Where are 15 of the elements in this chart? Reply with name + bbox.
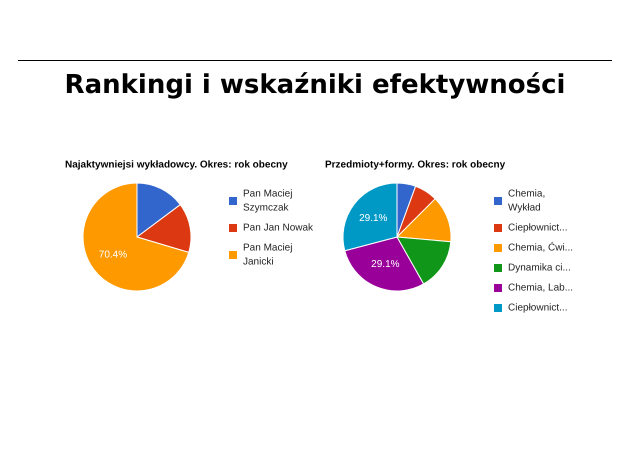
legend-label: Pan Jan Nowak	[243, 222, 314, 234]
text: Rankingi i wskaźniki efektywności	[64, 70, 566, 100]
legend-label: Pan Maciej Janicki	[243, 242, 296, 268]
legend-label: Dynamika ci...	[508, 262, 571, 274]
data-label: 29.1%	[371, 259, 400, 270]
legend-label: Ciepłownict...	[508, 222, 568, 234]
legend-label: Chemia, Ćwi...	[508, 242, 574, 254]
legend-label: Pan Maciej Szymczak	[243, 188, 296, 214]
chart-title: Najaktywniejsi wykładowcy. Okres: rok obecny	[65, 160, 288, 170]
legend-label: Chemia, Lab...	[508, 282, 574, 294]
chart-title: Przedmioty+formy. Okres: rok obecny	[325, 160, 506, 170]
data-label: 29.1%	[359, 213, 388, 224]
legend-label: Chemia, Wykład	[508, 188, 548, 214]
data-label: 70.4%	[98, 249, 128, 260]
legend-label: Ciepłownict...	[508, 302, 568, 314]
